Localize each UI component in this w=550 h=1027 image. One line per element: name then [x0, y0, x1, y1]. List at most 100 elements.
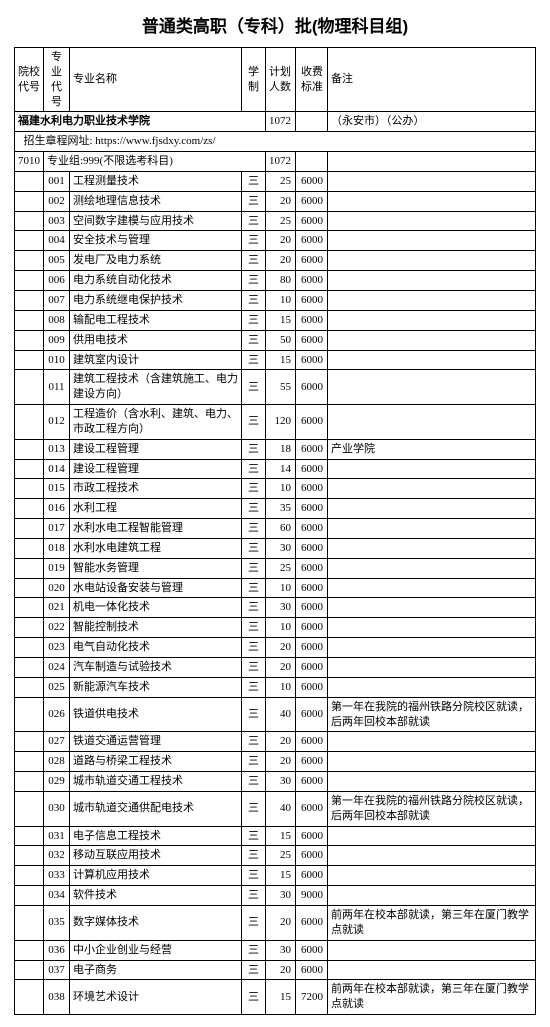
row-fee: 6000	[296, 638, 328, 658]
row-note	[328, 638, 536, 658]
row-school-code	[15, 370, 44, 405]
row-plan: 25	[266, 846, 296, 866]
row-system: 三	[242, 772, 266, 792]
row-major-name: 计算机应用技术	[70, 866, 242, 886]
row-plan: 18	[266, 439, 296, 459]
row-major-code: 019	[44, 558, 70, 578]
row-system: 三	[242, 905, 266, 940]
school-note: （永安市）（公办）	[328, 112, 536, 132]
row-note	[328, 578, 536, 598]
row-note: 产业学院	[328, 439, 536, 459]
row-major-code: 020	[44, 578, 70, 598]
row-plan: 20	[266, 251, 296, 271]
row-system: 三	[242, 519, 266, 539]
row-fee: 6000	[296, 251, 328, 271]
row-fee: 6000	[296, 732, 328, 752]
col-system: 学制	[242, 48, 266, 112]
row-major-name: 智能水务管理	[70, 558, 242, 578]
row-school-code	[15, 350, 44, 370]
row-school-code	[15, 940, 44, 960]
major-row: 009供用电技术三506000	[15, 330, 536, 350]
row-plan: 30	[266, 886, 296, 906]
row-plan: 15	[266, 310, 296, 330]
row-major-name: 软件技术	[70, 886, 242, 906]
row-note	[328, 290, 536, 310]
group-fee	[296, 152, 328, 172]
row-plan: 30	[266, 940, 296, 960]
row-fee: 6000	[296, 405, 328, 440]
major-row: 006电力系统自动化技术三806000	[15, 271, 536, 291]
major-row: 034软件技术三309000	[15, 886, 536, 906]
major-row: 033计算机应用技术三156000	[15, 866, 536, 886]
row-fee: 6000	[296, 558, 328, 578]
school-name: 福建水利电力职业技术学院	[15, 112, 266, 132]
row-major-name: 移动互联应用技术	[70, 846, 242, 866]
row-major-code: 030	[44, 791, 70, 826]
major-row: 005发电厂及电力系统三206000	[15, 251, 536, 271]
row-plan: 25	[266, 171, 296, 191]
row-system: 三	[242, 578, 266, 598]
row-major-name: 水利水电建筑工程	[70, 538, 242, 558]
row-note	[328, 886, 536, 906]
row-major-name: 机电一体化技术	[70, 598, 242, 618]
row-note: 前两年在校本部就读，第三年在厦门教学点就读	[328, 980, 536, 1015]
row-major-name: 建设工程管理	[70, 439, 242, 459]
row-plan: 20	[266, 905, 296, 940]
row-school-code	[15, 866, 44, 886]
row-school-code	[15, 310, 44, 330]
row-system: 三	[242, 330, 266, 350]
row-fee: 6000	[296, 866, 328, 886]
row-major-name: 汽车制造与试验技术	[70, 658, 242, 678]
row-plan: 50	[266, 330, 296, 350]
row-fee: 6000	[296, 171, 328, 191]
row-school-code	[15, 578, 44, 598]
major-row: 035数字媒体技术三206000前两年在校本部就读，第三年在厦门教学点就读	[15, 905, 536, 940]
row-fee: 6000	[296, 310, 328, 330]
row-plan: 15	[266, 980, 296, 1015]
row-school-code	[15, 905, 44, 940]
row-system: 三	[242, 538, 266, 558]
row-major-code: 034	[44, 886, 70, 906]
row-major-name: 智能控制技术	[70, 618, 242, 638]
row-note	[328, 732, 536, 752]
row-note: 第一年在我院的福州铁路分院校区就读，后两年回校本部就读	[328, 697, 536, 732]
group-row: 7010专业组:999(不限选考科目)1072	[15, 152, 536, 172]
row-note	[328, 350, 536, 370]
row-school-code	[15, 677, 44, 697]
row-system: 三	[242, 826, 266, 846]
group-note	[328, 152, 536, 172]
row-plan: 30	[266, 772, 296, 792]
row-major-code: 011	[44, 370, 70, 405]
row-system: 三	[242, 732, 266, 752]
row-plan: 20	[266, 638, 296, 658]
row-major-code: 006	[44, 271, 70, 291]
row-major-code: 001	[44, 171, 70, 191]
col-major-code: 专业代号	[44, 48, 70, 112]
row-school-code	[15, 231, 44, 251]
url-row: 招生章程网址: https://www.fjsdxy.com/zs/	[15, 132, 536, 152]
major-row: 024汽车制造与试验技术三206000	[15, 658, 536, 678]
row-fee: 6000	[296, 231, 328, 251]
major-row: 007电力系统继电保护技术三106000	[15, 290, 536, 310]
row-school-code	[15, 290, 44, 310]
major-row: 032移动互联应用技术三256000	[15, 846, 536, 866]
group-text: 专业组:999(不限选考科目)	[44, 152, 266, 172]
url-text: 招生章程网址: https://www.fjsdxy.com/zs/	[15, 132, 536, 152]
row-major-code: 038	[44, 980, 70, 1015]
row-school-code	[15, 479, 44, 499]
row-major-code: 003	[44, 211, 70, 231]
row-note	[328, 538, 536, 558]
row-major-code: 036	[44, 940, 70, 960]
row-note	[328, 370, 536, 405]
major-row: 020水电站设备安装与管理三106000	[15, 578, 536, 598]
row-system: 三	[242, 886, 266, 906]
row-major-code: 002	[44, 191, 70, 211]
major-row: 012工程造价（含水利、建筑、电力、市政工程方向）三1206000	[15, 405, 536, 440]
major-row: 030城市轨道交通供配电技术三406000第一年在我院的福州铁路分院校区就读，后…	[15, 791, 536, 826]
row-major-code: 033	[44, 866, 70, 886]
row-major-name: 电子信息工程技术	[70, 826, 242, 846]
row-major-name: 铁道供电技术	[70, 697, 242, 732]
row-major-name: 环境艺术设计	[70, 980, 242, 1015]
col-major-name: 专业名称	[70, 48, 242, 112]
row-system: 三	[242, 846, 266, 866]
